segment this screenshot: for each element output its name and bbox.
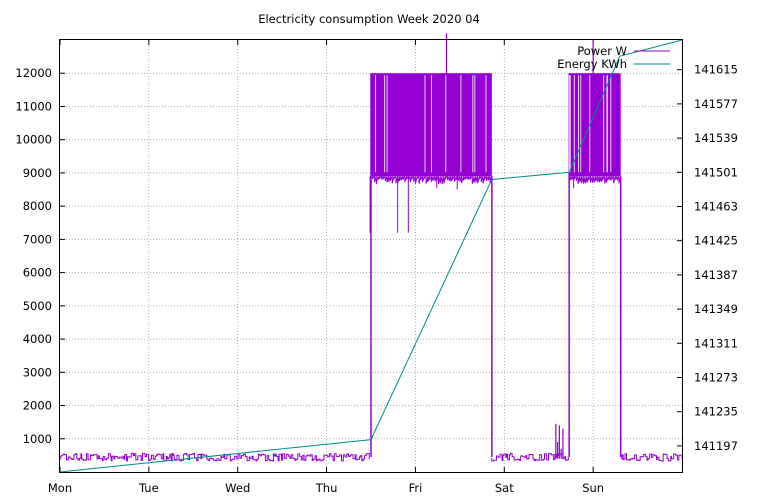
y-left-tick-label: 1000	[23, 432, 52, 446]
power-baseline-line	[60, 452, 370, 462]
legend-label-power: Power W	[577, 44, 627, 58]
y-left-tick-label: 7000	[23, 232, 52, 246]
y-right-tick-label: 141197	[694, 439, 738, 453]
y-right-tick-label: 141349	[694, 302, 738, 316]
y-left-tick-label: 12000	[15, 66, 52, 80]
y-right-tick-label: 141501	[694, 165, 738, 179]
y-left-tick-label: 11000	[15, 99, 52, 113]
y-left-tick-label: 9000	[23, 166, 52, 180]
y-right-tick-label: 141425	[694, 234, 738, 248]
x-tick-label: Mon	[48, 481, 72, 495]
power-high-block	[569, 73, 621, 177]
y-right-tick-label: 141577	[694, 97, 738, 111]
x-tick-label: Thu	[315, 481, 338, 495]
legend: Power W Energy KWh	[557, 44, 670, 71]
x-tick-label: Sun	[582, 481, 604, 495]
y-right-tick-label: 141235	[694, 405, 738, 419]
x-tick-label: Fri	[409, 481, 423, 495]
legend-label-energy: Energy KWh	[557, 57, 627, 71]
power-baseline-line	[620, 453, 683, 462]
y-right-tick-label: 141387	[694, 268, 738, 282]
y-right-tick-label: 141539	[694, 131, 738, 145]
power-block-edge	[568, 174, 622, 184]
y-right-tick-label: 141463	[694, 200, 738, 214]
y-left-tick-label: 5000	[23, 299, 52, 313]
y-left-tick-label: 8000	[23, 199, 52, 213]
axis-ticks: Mon Tue Wed Thu Fri Sat Sun 1000 2000 3000 4000 500…	[15, 40, 738, 495]
y-right-tick-label: 141273	[694, 371, 738, 385]
power-baseline-line	[491, 452, 569, 462]
y-left-tick-label: 2000	[23, 399, 52, 413]
x-tick-label: Sat	[495, 481, 514, 495]
x-tick-label: Wed	[225, 481, 250, 495]
y-left-tick-label: 4000	[23, 332, 52, 346]
y-left-tick-label: 3000	[23, 365, 52, 379]
y-right-tick-label: 141615	[694, 63, 738, 77]
chart-title: Electricity consumption Week 2020 04	[258, 12, 480, 26]
power-block-edge	[370, 174, 493, 185]
y-left-tick-label: 6000	[23, 266, 52, 280]
plot-area	[59, 33, 683, 473]
y-left-tick-label: 10000	[15, 133, 52, 147]
y-right-tick-label: 141311	[694, 336, 738, 350]
energy-line	[59, 39, 683, 473]
plot-border	[59, 39, 683, 473]
x-tick-label: Tue	[138, 481, 159, 495]
